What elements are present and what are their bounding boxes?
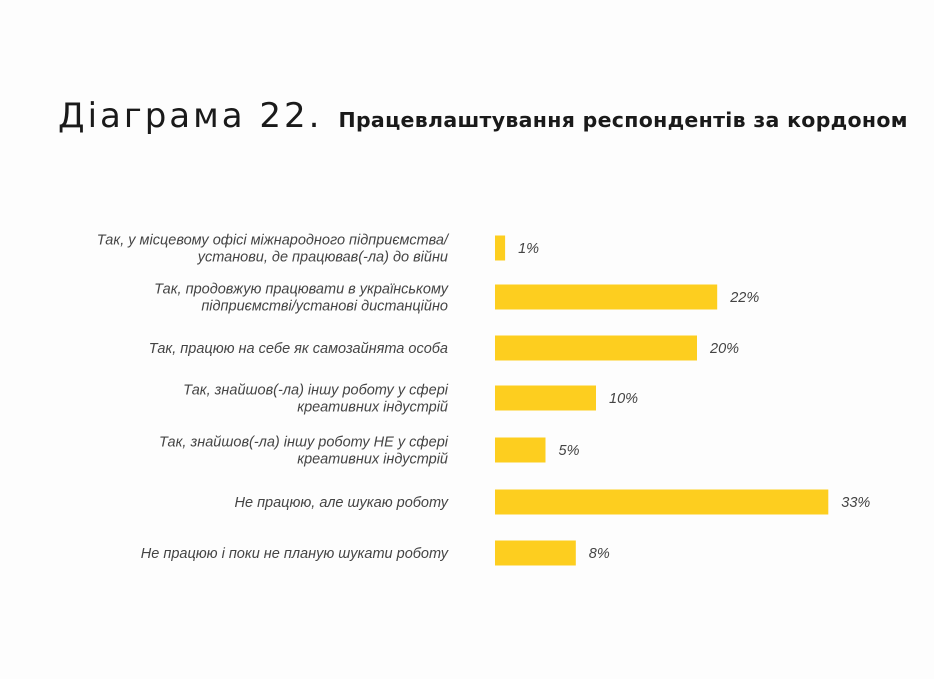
data-label: 5% <box>559 443 580 459</box>
category-label: Так, у місцевому офісі міжнародного підп… <box>97 233 450 249</box>
bar <box>495 540 576 566</box>
data-label: 20% <box>709 341 739 357</box>
category-label: Не працюю, але шукаю роботу <box>235 495 449 511</box>
category-label: установи, де працював(-ла) до війни <box>197 250 448 266</box>
category-label: креативних індустрій <box>297 452 448 468</box>
category-label: Так, продовжую працювати в українському <box>154 282 449 298</box>
category-label: Так, знайшов(-ла) іншу роботу у сфері <box>183 383 449 399</box>
data-label: 22% <box>729 290 759 306</box>
bar <box>495 385 596 411</box>
chart-title-main: Працевлаштування респондентів за кордоно… <box>338 108 908 132</box>
category-label: креативних індустрій <box>297 400 448 416</box>
data-label: 10% <box>609 391 638 407</box>
category-label: Так, працюю на себе як самозайнята особа <box>149 341 448 357</box>
bar <box>495 437 546 463</box>
data-label: 33% <box>841 495 870 511</box>
chart-title: Діаграма 22. Працевлаштування респондент… <box>58 96 908 136</box>
bar <box>495 284 718 310</box>
data-label: 8% <box>589 546 610 562</box>
chart-title-prefix: Діаграма 22. <box>58 96 323 136</box>
category-label: Так, знайшов(-ла) іншу роботу НЕ у сфері <box>159 435 449 451</box>
bar <box>495 235 506 261</box>
bar <box>495 335 697 361</box>
category-label: Не працюю і поки не планую шукати роботу <box>141 546 449 562</box>
bar <box>495 489 829 515</box>
category-label: підприємстві/установі дистанційно <box>201 299 448 315</box>
data-label: 1% <box>518 241 539 257</box>
